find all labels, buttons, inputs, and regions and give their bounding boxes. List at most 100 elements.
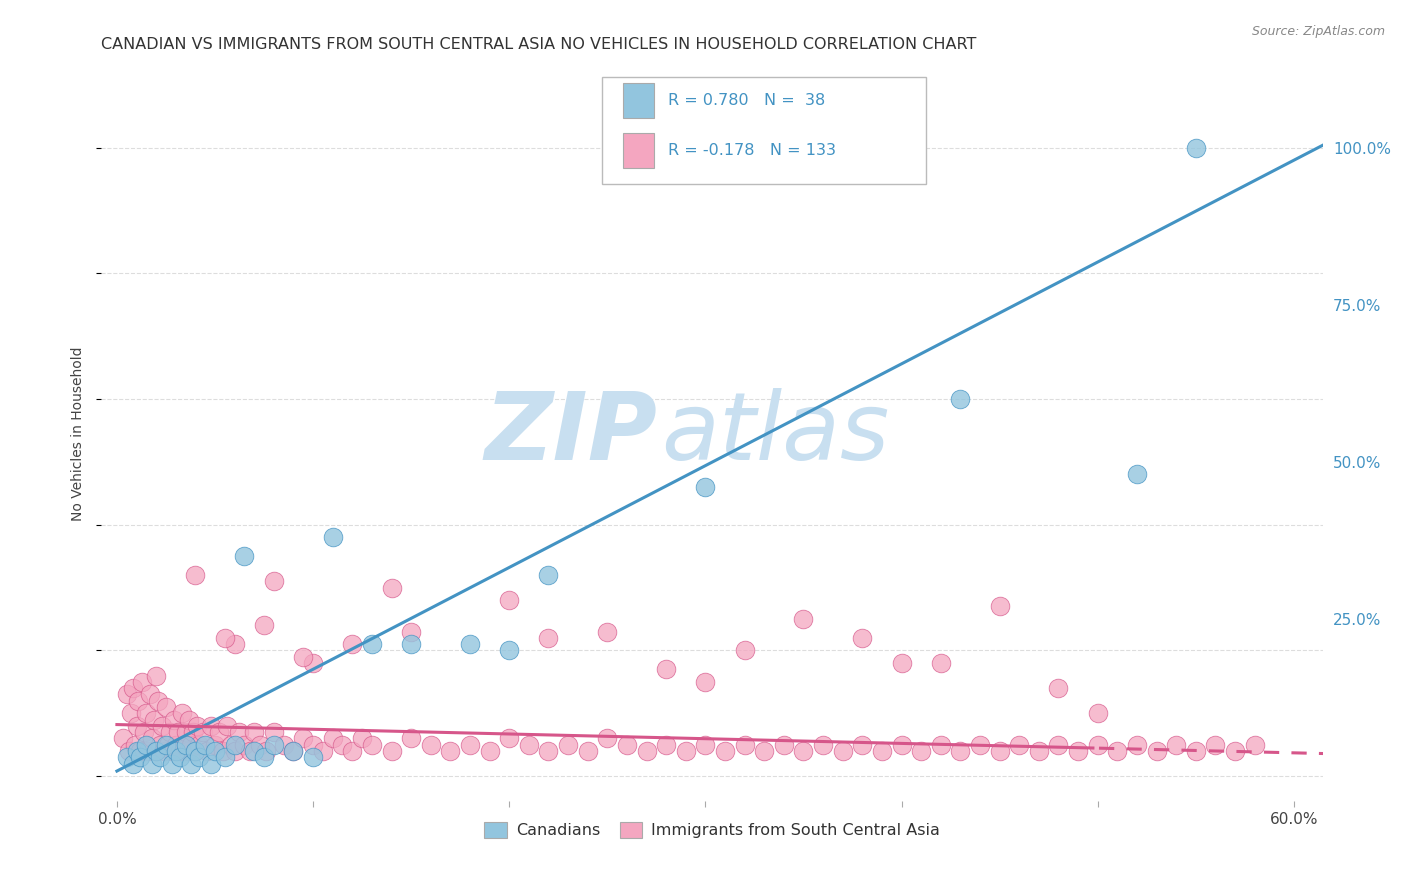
Text: R = 0.780   N =  38: R = 0.780 N = 38	[668, 94, 825, 108]
Text: atlas: atlas	[661, 388, 889, 479]
Point	[910, 744, 932, 758]
Point	[224, 637, 246, 651]
Point	[312, 744, 335, 758]
FancyBboxPatch shape	[602, 77, 927, 184]
Point	[141, 756, 163, 771]
Point	[194, 738, 217, 752]
Point	[1087, 738, 1109, 752]
Point	[195, 744, 218, 758]
Point	[517, 738, 540, 752]
Point	[292, 731, 315, 746]
Point	[150, 719, 173, 733]
Point	[1047, 738, 1070, 752]
Point	[596, 624, 619, 639]
Point	[160, 756, 183, 771]
Point	[576, 744, 599, 758]
Point	[1008, 738, 1031, 752]
Point	[1223, 744, 1246, 758]
Point	[166, 725, 188, 739]
Point	[184, 744, 207, 758]
Point	[129, 750, 152, 764]
Point	[342, 637, 364, 651]
Point	[149, 750, 172, 764]
Point	[734, 738, 756, 752]
Point	[149, 738, 172, 752]
Point	[380, 581, 402, 595]
Point	[146, 694, 169, 708]
Point	[655, 738, 678, 752]
Point	[1087, 706, 1109, 721]
Point	[361, 637, 384, 651]
Point	[233, 738, 256, 752]
Point	[125, 719, 148, 733]
Point	[183, 725, 205, 739]
Point	[243, 744, 266, 758]
Point	[204, 744, 226, 758]
Y-axis label: No Vehicles in Household: No Vehicles in Household	[72, 346, 86, 521]
Point	[174, 725, 197, 739]
Point	[399, 731, 422, 746]
Point	[399, 637, 422, 651]
Text: R = -0.178   N = 133: R = -0.178 N = 133	[668, 143, 837, 158]
Point	[1126, 467, 1149, 482]
Point	[792, 744, 814, 758]
Point	[153, 744, 176, 758]
Point	[302, 750, 325, 764]
Point	[322, 530, 344, 544]
Point	[115, 750, 138, 764]
Point	[228, 725, 250, 739]
Point	[949, 392, 972, 406]
Point	[831, 744, 853, 758]
Point	[636, 744, 658, 758]
Point	[811, 738, 834, 752]
Point	[180, 756, 202, 771]
Point	[1107, 744, 1129, 758]
Point	[163, 713, 186, 727]
Point	[1204, 738, 1226, 752]
Point	[208, 725, 231, 739]
Point	[214, 750, 236, 764]
Point	[498, 643, 520, 657]
Point	[253, 618, 276, 632]
Point	[215, 719, 238, 733]
Point	[399, 624, 422, 639]
Point	[851, 631, 873, 645]
Legend: Canadians, Immigrants from South Central Asia: Canadians, Immigrants from South Central…	[478, 816, 946, 845]
Text: CANADIAN VS IMMIGRANTS FROM SOUTH CENTRAL ASIA NO VEHICLES IN HOUSEHOLD CORRELAT: CANADIAN VS IMMIGRANTS FROM SOUTH CENTRA…	[101, 37, 977, 53]
Point	[176, 744, 198, 758]
Point	[695, 480, 717, 494]
Point	[204, 738, 226, 752]
Point	[249, 738, 271, 752]
Point	[143, 713, 166, 727]
Point	[537, 744, 560, 758]
Point	[145, 744, 167, 758]
Point	[224, 738, 246, 752]
Point	[851, 141, 873, 155]
Point	[380, 744, 402, 758]
Point	[1067, 744, 1090, 758]
Point	[224, 744, 246, 758]
Point	[200, 719, 222, 733]
Point	[283, 744, 305, 758]
Point	[193, 725, 215, 739]
Point	[352, 731, 374, 746]
Point	[184, 744, 207, 758]
Point	[537, 631, 560, 645]
FancyBboxPatch shape	[623, 133, 654, 168]
Point	[1028, 744, 1050, 758]
Point	[139, 687, 162, 701]
Point	[695, 674, 717, 689]
Point	[851, 738, 873, 752]
Point	[870, 744, 893, 758]
Point	[121, 756, 143, 771]
Point	[988, 599, 1011, 614]
Point	[292, 649, 315, 664]
Point	[458, 738, 481, 752]
Point	[263, 725, 285, 739]
Point	[145, 744, 167, 758]
Point	[135, 738, 157, 752]
Point	[498, 593, 520, 607]
Point	[929, 738, 952, 752]
Point	[302, 656, 325, 670]
Point	[156, 738, 179, 752]
